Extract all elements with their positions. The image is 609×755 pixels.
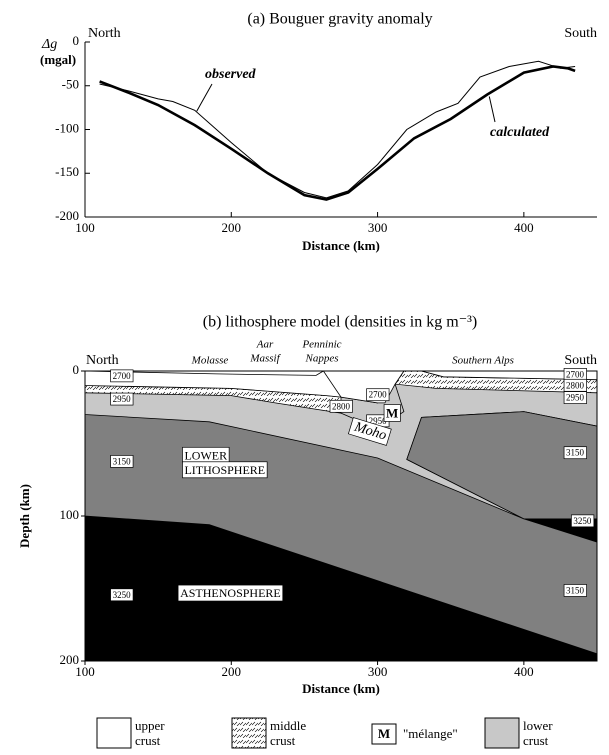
density-label-box bbox=[110, 369, 134, 383]
x-tick-label: 200 bbox=[222, 220, 242, 235]
x-axis-title: Distance (km) bbox=[302, 681, 380, 696]
y-axis-unit: (mgal) bbox=[40, 52, 76, 67]
legend-label: upper bbox=[135, 718, 165, 733]
density-label: 3150 bbox=[566, 585, 585, 595]
region-label: Southern Alps bbox=[452, 355, 514, 367]
north-label: North bbox=[88, 26, 121, 41]
y-tick-label: -100 bbox=[55, 120, 79, 135]
region-label: Aar bbox=[256, 339, 274, 351]
region-label: Massif bbox=[249, 353, 281, 365]
x-tick-label: 400 bbox=[514, 220, 534, 235]
panel-b-title: (b) lithosphere model (densities in kg m… bbox=[203, 314, 478, 331]
legend-swatch bbox=[484, 717, 520, 749]
series-annotation: observed bbox=[205, 67, 257, 82]
y-tick-label: -150 bbox=[55, 164, 79, 179]
annotation-arrow bbox=[196, 83, 213, 112]
south-label: South bbox=[564, 353, 597, 368]
y-axis-title: Δg bbox=[41, 37, 57, 52]
unit-label-box bbox=[177, 584, 284, 602]
unit-label-box bbox=[383, 404, 401, 422]
x-tick-label: 200 bbox=[222, 664, 242, 679]
density-label: 3150 bbox=[566, 448, 585, 458]
series-line bbox=[99, 60, 576, 199]
region-label: Penninic bbox=[301, 339, 341, 351]
region-label: Molasse bbox=[191, 355, 229, 367]
density-label: 2950 bbox=[113, 394, 132, 404]
density-label-box bbox=[110, 588, 134, 602]
density-label: 2950 bbox=[369, 416, 388, 426]
density-label: 3250 bbox=[113, 590, 132, 600]
unit-label: M bbox=[386, 405, 398, 420]
y-tick-label: 100 bbox=[60, 507, 80, 522]
density-label: 2700 bbox=[113, 371, 132, 381]
x-tick-label: 300 bbox=[368, 220, 388, 235]
legend-label: crust bbox=[523, 733, 549, 748]
upper-crust bbox=[84, 370, 405, 404]
x-tick-label: 100 bbox=[75, 664, 95, 679]
y-axis-title: Depth (km) bbox=[17, 484, 32, 548]
unit-label-box bbox=[347, 417, 392, 446]
series-annotation: calculated bbox=[490, 125, 550, 140]
density-label-box bbox=[366, 388, 390, 402]
legend-label: lower bbox=[523, 718, 553, 733]
x-axis-title: Distance (km) bbox=[302, 238, 380, 253]
legend-symbol: M bbox=[378, 726, 390, 741]
annotation-arrow bbox=[488, 96, 496, 123]
y-tick-label: -200 bbox=[55, 208, 79, 223]
legend-swatch bbox=[371, 723, 397, 745]
density-label: 2950 bbox=[566, 393, 585, 403]
density-label: 2800 bbox=[332, 401, 351, 411]
density-label-box bbox=[329, 399, 353, 413]
x-tick-label: 100 bbox=[75, 220, 95, 235]
legend-label: crust bbox=[270, 733, 296, 748]
north-label: North bbox=[86, 353, 119, 368]
legend-label: crust bbox=[135, 733, 161, 748]
unit-label: ASTHENOSPHERE bbox=[180, 586, 281, 600]
density-label: 2700 bbox=[369, 390, 388, 400]
density-label-box bbox=[563, 584, 587, 597]
unit-label-box bbox=[182, 461, 268, 479]
density-label-box bbox=[563, 446, 587, 460]
legend-swatch bbox=[231, 717, 267, 749]
x-tick-label: 400 bbox=[514, 664, 534, 679]
density-label-box bbox=[110, 392, 134, 406]
south-label: South bbox=[564, 26, 597, 41]
y-tick-label: -50 bbox=[62, 77, 79, 92]
density-label: 2800 bbox=[566, 380, 585, 390]
legend-label: middle bbox=[270, 718, 306, 733]
density-label-box bbox=[571, 514, 595, 528]
legend-label: "mélange" bbox=[403, 726, 458, 741]
boundary-line bbox=[323, 370, 342, 398]
y-tick-label: 0 bbox=[73, 33, 80, 48]
density-label: 2700 bbox=[566, 369, 585, 379]
panel-a-title: (a) Bouguer gravity anomaly bbox=[247, 11, 432, 28]
density-label: 3150 bbox=[113, 456, 132, 466]
density-label: 3250 bbox=[573, 516, 592, 526]
boundary-line bbox=[84, 370, 324, 376]
region-label: Nappes bbox=[305, 353, 339, 365]
legend-swatch bbox=[96, 717, 132, 749]
unit-label: LITHOSPHERE bbox=[184, 463, 265, 477]
y-tick-label: 0 bbox=[73, 362, 80, 377]
density-label-box bbox=[110, 455, 134, 468]
y-tick-label: 200 bbox=[60, 652, 80, 667]
unit-label: LOWER bbox=[184, 448, 227, 462]
series-line bbox=[99, 65, 576, 201]
x-tick-label: 300 bbox=[368, 664, 388, 679]
density-label-box bbox=[563, 391, 587, 404]
